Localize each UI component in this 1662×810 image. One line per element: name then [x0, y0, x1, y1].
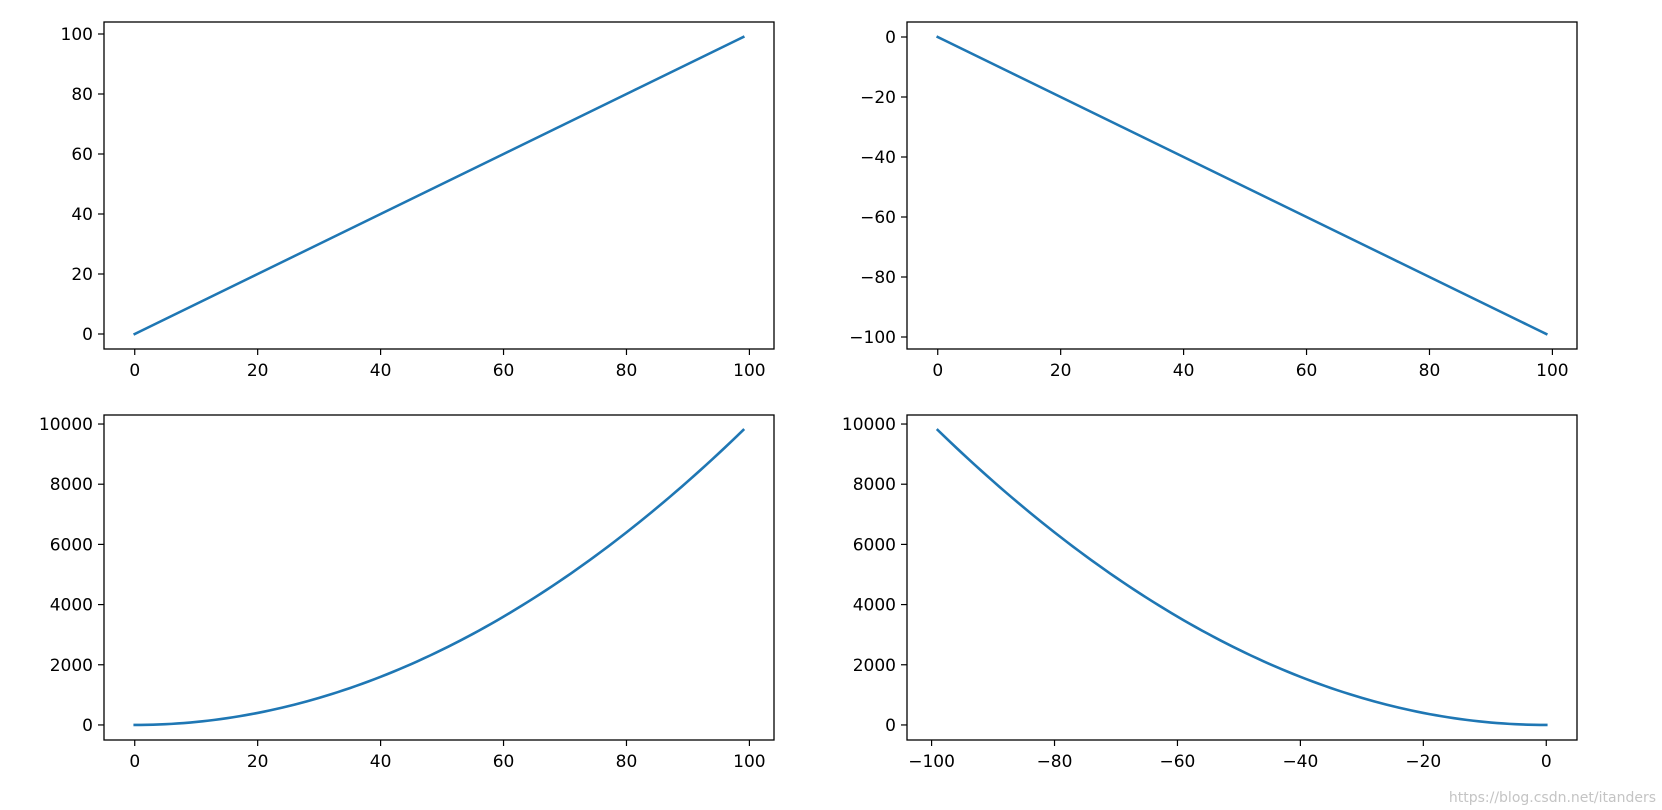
series-line: [132, 35, 746, 336]
x-tick-label: 80: [616, 752, 638, 772]
x-tick-label: −60: [1160, 752, 1196, 772]
x-tick-label: 20: [247, 361, 269, 381]
y-tick-label: 60: [71, 145, 93, 165]
x-tick-label: 40: [1173, 361, 1195, 381]
y-tick-label: 10000: [842, 415, 896, 435]
x-tick-label: −40: [1282, 752, 1318, 772]
subplot-3: 0 20 40 60 80 100 0 2000 4000 6000 8000 10000: [39, 414, 775, 772]
y-tick-label: 0: [885, 28, 896, 48]
y-tick-label: 2000: [50, 656, 93, 676]
y-tick-label: 8000: [50, 475, 93, 495]
x-tick-label: 0: [129, 752, 140, 772]
x-tick-label: 100: [1536, 361, 1568, 381]
y-tick-label: 100: [61, 25, 93, 45]
x-tick-label: 60: [493, 752, 515, 772]
series-line: [935, 35, 1549, 336]
y-tick-label: 0: [82, 325, 93, 345]
x-tick-label: 0: [129, 361, 140, 381]
x-tick-label: −80: [1037, 752, 1073, 772]
y-tick-label: −60: [860, 208, 896, 228]
x-tick-label: 40: [370, 752, 392, 772]
axes-frame: [103, 414, 775, 741]
y-tick-label: −40: [860, 148, 896, 168]
x-tick-label: 20: [247, 752, 269, 772]
x-tick-label: 60: [493, 361, 515, 381]
x-tick-label: −20: [1405, 752, 1441, 772]
x-tick-label: 0: [1541, 752, 1552, 772]
y-tick-label: 4000: [853, 596, 896, 616]
series-line: [935, 428, 1548, 727]
x-tick-label: 60: [1296, 361, 1318, 381]
y-tick-label: 10000: [39, 415, 93, 435]
x-tick-label: 0: [932, 361, 943, 381]
y-tick-label: 2000: [853, 656, 896, 676]
axes-frame: [906, 21, 1578, 350]
x-tick-label: 80: [1419, 361, 1441, 381]
y-tick-label: −20: [860, 88, 896, 108]
y-tick-label: 0: [82, 716, 93, 736]
axes-frame: [103, 21, 775, 350]
y-tick-label: 80: [71, 85, 93, 105]
x-tick-label: 20: [1050, 361, 1072, 381]
y-tick-label: 20: [71, 265, 93, 285]
watermark: https://blog.csdn.net/itanders: [1448, 790, 1656, 806]
y-tick-label: 6000: [50, 535, 93, 555]
y-tick-label: 6000: [853, 535, 896, 555]
y-tick-label: 4000: [50, 596, 93, 616]
y-tick-label: 0: [885, 716, 896, 736]
x-tick-label: 40: [370, 361, 392, 381]
x-tick-label: 100: [733, 361, 765, 381]
y-tick-label: 40: [71, 205, 93, 225]
axes-frame: [906, 414, 1578, 741]
y-tick-label: 8000: [853, 475, 896, 495]
series-line: [133, 428, 746, 727]
x-tick-label: 80: [616, 361, 638, 381]
x-tick-label: 100: [733, 752, 765, 772]
x-tick-label: −100: [908, 752, 955, 772]
subplot-4: −100 −80 −60 −40 −20 0 0 2000 4000 6000 8000 10000: [842, 414, 1578, 772]
y-tick-label: −100: [849, 328, 896, 348]
subplot-2: 0 20 40 60 80 100 0 −20 −40 −60 −80 −100: [849, 21, 1578, 381]
subplot-1: 0 20 40 60 80 100 0 20 40 60 80 100: [61, 21, 775, 381]
y-tick-label: −80: [860, 268, 896, 288]
